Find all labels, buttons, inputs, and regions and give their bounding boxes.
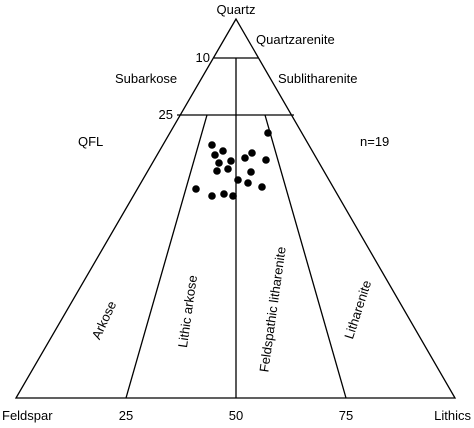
field-feldspathic-litharenite: Feldspathic litharenite bbox=[256, 246, 288, 373]
field-subarkose: Subarkose bbox=[115, 71, 177, 86]
vertex-label-feldspar: Feldspar bbox=[2, 408, 53, 423]
sample-point bbox=[215, 159, 223, 167]
tick-base-50: 50 bbox=[229, 408, 243, 423]
tick-25: 25 bbox=[159, 107, 173, 122]
sample-point bbox=[224, 165, 232, 173]
tick-base-25: 25 bbox=[119, 408, 133, 423]
sample-point bbox=[220, 190, 228, 198]
vertex-label-lithics: Lithics bbox=[434, 408, 471, 423]
sample-points bbox=[192, 129, 272, 200]
sample-point bbox=[248, 149, 256, 157]
sample-point bbox=[234, 176, 242, 184]
field-lithic-arkose: Lithic arkose bbox=[175, 274, 200, 348]
sample-point bbox=[208, 192, 216, 200]
sample-point bbox=[213, 167, 221, 175]
field-sublitharenite: Sublitharenite bbox=[278, 71, 358, 86]
sample-point bbox=[192, 185, 200, 193]
line-l25 bbox=[264, 114, 347, 399]
sample-point bbox=[219, 147, 227, 155]
sample-point bbox=[211, 151, 219, 159]
tick-10: 10 bbox=[196, 50, 210, 65]
sample-point bbox=[247, 168, 255, 176]
sample-point bbox=[227, 157, 235, 165]
sample-point bbox=[241, 154, 249, 162]
vertex-label-quartz: Quartz bbox=[216, 2, 255, 17]
sample-point bbox=[262, 156, 270, 164]
sample-point bbox=[229, 192, 237, 200]
field-arkose: Arkose bbox=[89, 299, 120, 342]
sample-point bbox=[208, 141, 216, 149]
field-quartzarenite: Quartzarenite bbox=[256, 32, 335, 47]
sample-point bbox=[258, 183, 266, 191]
sample-point bbox=[264, 129, 272, 137]
line-f25 bbox=[125, 114, 208, 399]
label-qfl: QFL bbox=[78, 134, 103, 149]
sample-point bbox=[244, 179, 252, 187]
label-n: n=19 bbox=[360, 134, 389, 149]
tick-base-75: 75 bbox=[339, 408, 353, 423]
field-litharenite: Litharenite bbox=[341, 278, 374, 340]
